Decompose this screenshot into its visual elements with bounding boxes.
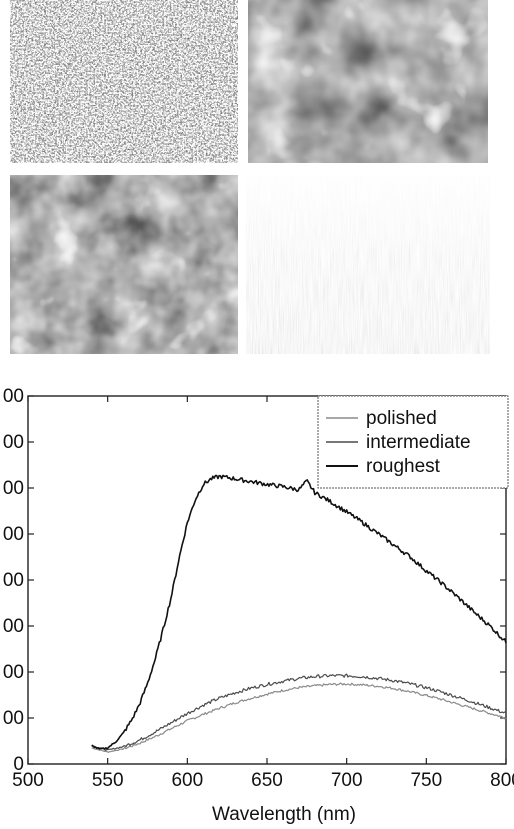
x-axis-label: Wavelength (nm) <box>212 804 356 824</box>
x-tick-label: 700 <box>331 770 363 791</box>
micrograph-image-streaks <box>246 175 490 354</box>
x-axis-ticks: 500 550 600 650 700 750 800 <box>12 396 514 791</box>
x-tick-label: 800 <box>490 770 514 791</box>
y-tick-label: 00 <box>3 570 24 591</box>
legend-label-intermediate: intermediate <box>366 432 471 453</box>
y-tick-label: 00 <box>3 478 24 499</box>
series-line-roughest <box>91 474 507 750</box>
y-tick-label: 00 <box>3 524 24 545</box>
y-tick-label: 00 <box>3 432 24 453</box>
micrograph-bottom-right <box>246 175 490 354</box>
series-line-intermediate <box>91 673 507 751</box>
y-tick-label: 00 <box>3 662 24 683</box>
x-tick-label: 600 <box>171 770 203 791</box>
series-line-polished <box>91 682 507 753</box>
micrograph-bottom-left <box>10 175 238 354</box>
legend-label-roughest: roughest <box>366 456 441 477</box>
micrograph-image-blobs-2 <box>10 175 238 354</box>
y-tick-label: 00 <box>3 386 24 407</box>
micrograph-top-left <box>10 0 238 163</box>
y-tick-label: 00 <box>3 708 24 729</box>
x-tick-label: 550 <box>92 770 124 791</box>
x-tick-label: 650 <box>251 770 283 791</box>
x-tick-label: 500 <box>12 770 44 791</box>
micrograph-top-right <box>248 0 488 163</box>
legend: polished intermediate roughest <box>317 395 509 489</box>
micrograph-image-blobs-1 <box>248 0 488 163</box>
series-layer <box>91 474 507 753</box>
legend-label-polished: polished <box>366 408 437 429</box>
micrograph-image-fine <box>10 0 238 163</box>
y-tick-label: 00 <box>3 616 24 637</box>
x-tick-label: 750 <box>410 770 442 791</box>
y-tick-label: 0 <box>13 754 24 775</box>
